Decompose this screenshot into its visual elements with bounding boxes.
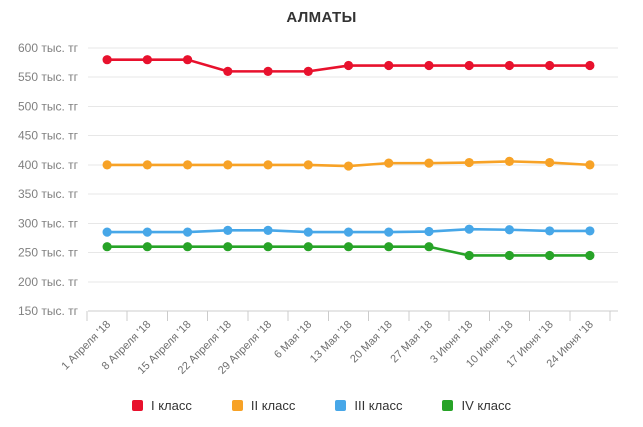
data-point-s4-8[interactable]	[384, 242, 394, 252]
data-point-s4-10[interactable]	[464, 250, 474, 261]
data-point-s3-9[interactable]	[424, 226, 434, 237]
data-point-s3-13[interactable]	[585, 226, 595, 236]
data-point-s3-3[interactable]	[182, 227, 193, 237]
legend-label: I класс	[150, 398, 192, 413]
data-point-s2-12[interactable]	[545, 157, 555, 168]
y-axis-label: 250 тыс. тг	[18, 246, 79, 260]
legend: I класс II класс III класс IV класс	[0, 398, 643, 413]
data-point-s1-12[interactable]	[545, 60, 555, 71]
legend-swatch-icon	[231, 400, 243, 411]
data-point-s2-9[interactable]	[424, 158, 434, 168]
data-point-s1-5[interactable]	[263, 66, 273, 76]
legend-swatch-icon	[131, 400, 143, 411]
y-axis-label: 600 тыс. тг	[18, 41, 79, 55]
data-point-s3-12[interactable]	[545, 226, 555, 236]
legend-swatch-icon	[335, 400, 347, 411]
data-point-s2-3[interactable]	[182, 160, 193, 170]
data-point-s3-8[interactable]	[384, 227, 394, 237]
data-point-s1-4[interactable]	[223, 66, 233, 76]
data-point-s1-11[interactable]	[504, 60, 515, 71]
legend-item-4[interactable]: IV класс	[442, 398, 511, 413]
data-point-s4-1[interactable]	[102, 242, 112, 252]
data-point-s1-7[interactable]	[343, 60, 354, 71]
data-point-s2-4[interactable]	[223, 160, 233, 170]
y-axis-label: 300 тыс. тг	[18, 216, 79, 230]
data-point-s4-11[interactable]	[504, 250, 515, 261]
data-point-s4-9[interactable]	[424, 242, 434, 252]
x-axis-label: 6 Мая '18	[272, 319, 314, 361]
data-point-s3-5[interactable]	[263, 225, 273, 235]
legend-label: IV класс	[461, 398, 511, 413]
data-point-s1-3[interactable]	[182, 55, 193, 65]
data-point-s3-10[interactable]	[464, 224, 474, 234]
y-axis-label: 350 тыс. тг	[18, 187, 79, 201]
data-point-s3-7[interactable]	[343, 227, 354, 237]
data-point-s3-2[interactable]	[142, 227, 152, 237]
plot-area: 600 тыс. тг 550 тыс. тг 500 тыс. тг 450 тыс…	[18, 41, 618, 377]
x-axis-label: 20 Мая '18	[348, 319, 395, 366]
legend-item-1[interactable]: I класс	[131, 398, 192, 413]
chart-title: АЛМАТЫ	[286, 9, 357, 26]
data-point-s1-13[interactable]	[585, 60, 595, 71]
data-point-s2-7[interactable]	[343, 161, 354, 171]
data-point-s3-4[interactable]	[223, 225, 233, 235]
data-point-s1-2[interactable]	[142, 55, 152, 65]
legend-item-3[interactable]: III класс	[335, 398, 402, 413]
legend-swatch-icon	[442, 400, 454, 411]
legend-label: III класс	[354, 398, 403, 413]
data-point-s2-5[interactable]	[263, 160, 273, 170]
y-axis-label: 450 тыс. тг	[18, 129, 79, 143]
data-point-s4-4[interactable]	[223, 242, 233, 252]
data-point-s4-2[interactable]	[142, 242, 152, 252]
data-point-s4-13[interactable]	[585, 250, 595, 261]
legend-label: II класс	[250, 398, 296, 413]
data-point-s2-11[interactable]	[504, 156, 515, 166]
data-point-s4-6[interactable]	[303, 242, 313, 252]
data-point-s3-11[interactable]	[504, 225, 515, 235]
data-point-s4-7[interactable]	[343, 242, 354, 252]
legend-item-2[interactable]: II класс	[231, 398, 296, 413]
y-axis-label: 500 тыс. тг	[18, 99, 79, 113]
data-point-s4-3[interactable]	[182, 242, 193, 252]
data-point-s2-8[interactable]	[384, 158, 394, 168]
data-point-s2-1[interactable]	[102, 160, 112, 170]
data-point-s1-9[interactable]	[424, 60, 434, 71]
data-point-s2-10[interactable]	[464, 157, 474, 168]
y-axis-label: 150 тыс. тг	[18, 304, 79, 318]
data-point-s1-10[interactable]	[464, 60, 474, 71]
data-point-s4-12[interactable]	[545, 250, 555, 261]
data-point-s2-13[interactable]	[585, 160, 595, 170]
x-axis-label: 13 Мая '18	[308, 319, 355, 366]
y-axis-label: 400 тыс. тг	[18, 158, 79, 172]
data-point-s3-1[interactable]	[102, 227, 112, 237]
y-axis-label: 550 тыс. тг	[18, 70, 79, 84]
data-point-s2-2[interactable]	[142, 160, 152, 170]
data-point-s1-6[interactable]	[303, 66, 313, 76]
data-point-s1-8[interactable]	[384, 60, 394, 71]
data-point-s2-6[interactable]	[303, 160, 313, 170]
data-point-s4-5[interactable]	[263, 242, 273, 252]
data-point-s3-6[interactable]	[303, 227, 313, 237]
y-axis-label: 200 тыс. тг	[18, 275, 79, 289]
data-point-s1-1[interactable]	[102, 55, 112, 65]
